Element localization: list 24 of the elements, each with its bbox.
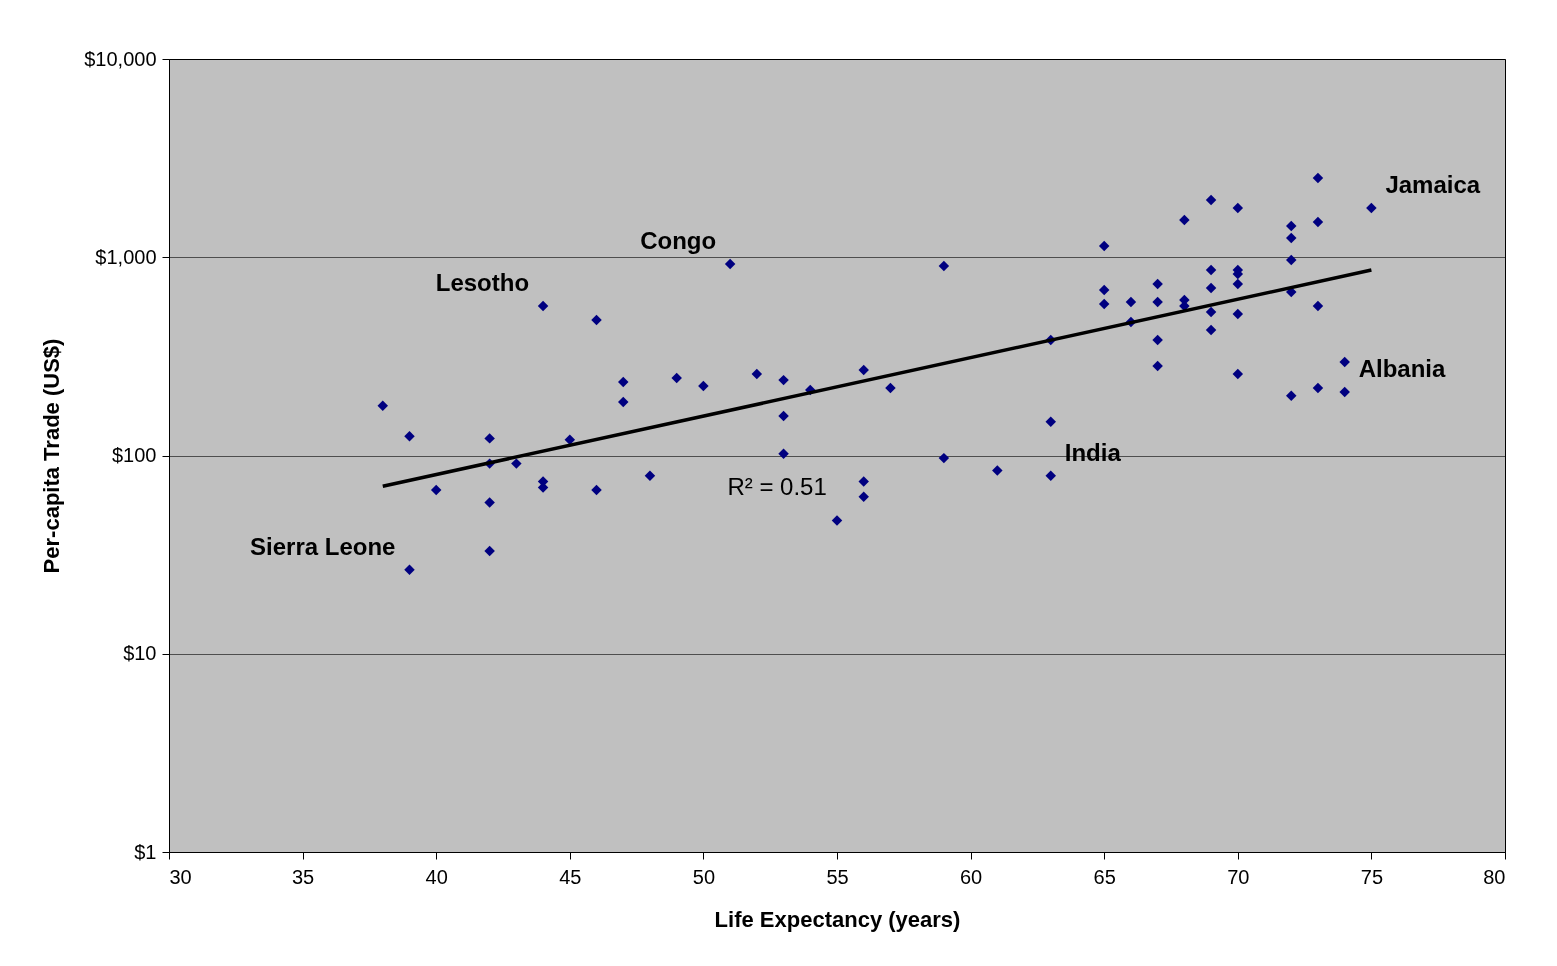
x-tick-label: 65	[1093, 865, 1116, 888]
x-tick-label: 70	[1227, 865, 1250, 888]
x-tick-label: 50	[692, 865, 716, 888]
x-tick-label: 75	[1360, 865, 1384, 888]
annotation: Albania	[1358, 355, 1447, 383]
annotation: R² = 0.51	[727, 473, 827, 501]
annotation: Jamaica	[1385, 171, 1481, 199]
x-axis-title: Life Expectancy (years)	[714, 906, 961, 932]
y-tick-label: $1	[134, 840, 157, 863]
annotation: Congo	[640, 226, 717, 254]
y-axis-title: Per-capita Trade (US$)	[39, 338, 65, 574]
y-tick-label: $10	[123, 642, 157, 665]
x-tick-label: 60	[959, 865, 983, 888]
annotation: Sierra Leone	[250, 532, 396, 560]
x-tick-label: 40	[425, 865, 448, 888]
y-tick-label: $1,000	[95, 245, 157, 268]
y-tick-label: $100	[112, 444, 157, 466]
x-tick-label: 35	[291, 865, 315, 888]
x-tick-label: 30	[169, 865, 192, 888]
x-tick-label: 80	[1483, 865, 1506, 888]
y-tick-label: $10,000	[84, 47, 157, 70]
annotation: Lesotho	[435, 268, 530, 296]
x-tick-label: 55	[826, 865, 849, 888]
x-tick-label: 45	[559, 865, 582, 888]
